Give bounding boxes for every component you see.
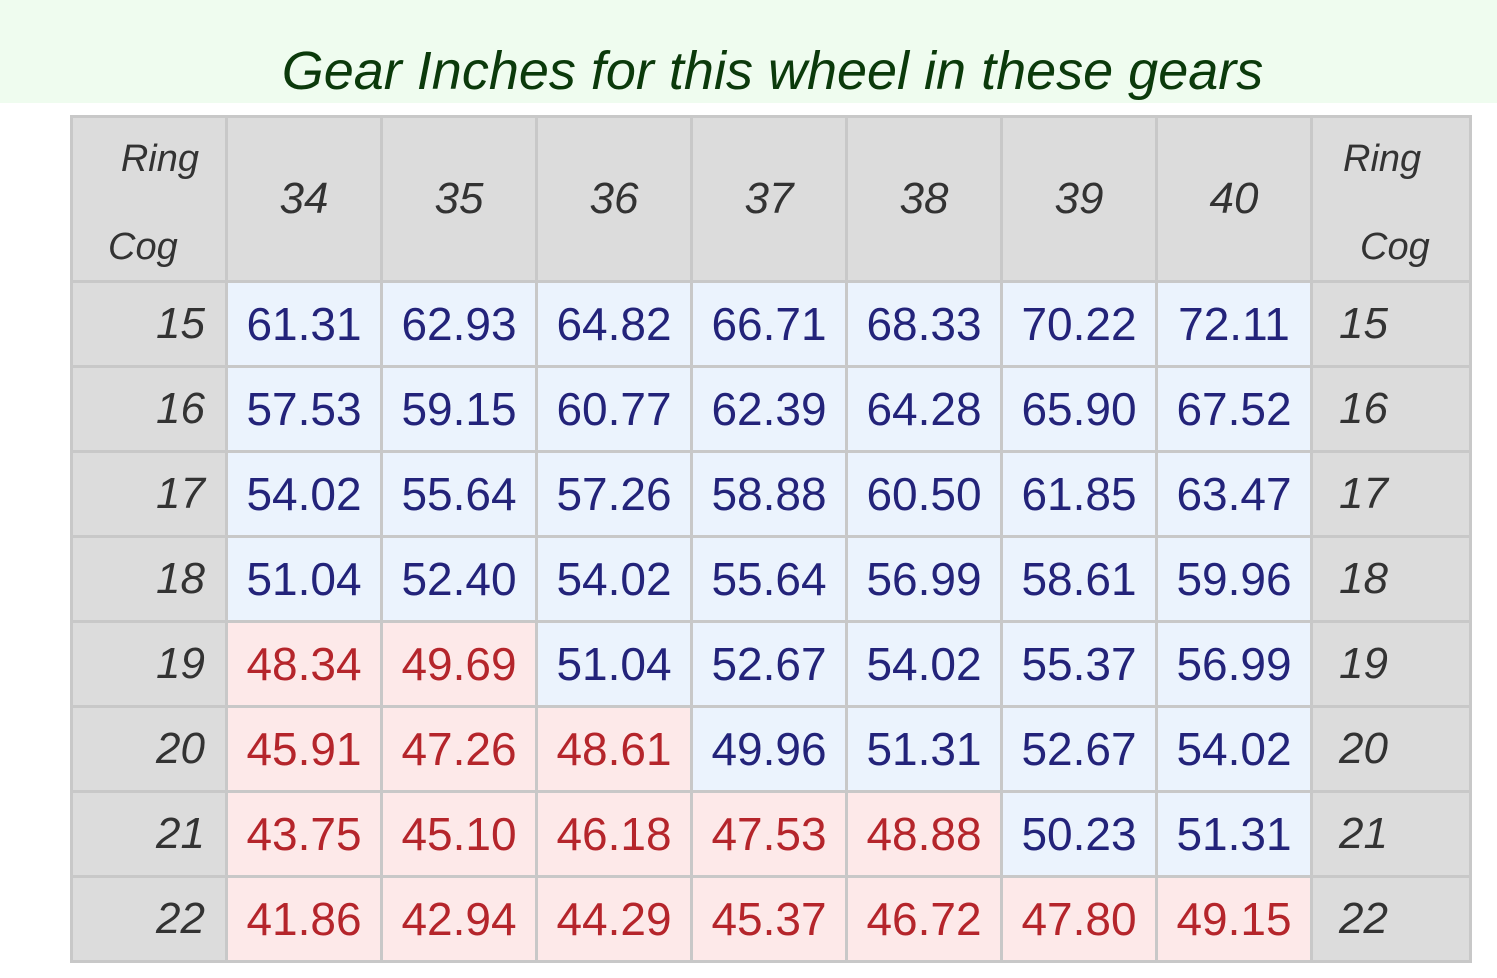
data-row: 16 57.53 59.15 60.77 62.39 64.28 65.90 67.52 16 <box>70 365 1472 453</box>
cog-label: 15 <box>1310 280 1472 368</box>
cog-label: 21 <box>70 790 228 878</box>
ring-header: 34 <box>225 115 383 283</box>
ring-header: 38 <box>845 115 1003 283</box>
gear-inches: 46.18 <box>535 790 693 878</box>
cog-label: 15 <box>70 280 228 368</box>
gear-inches: 72.11 <box>1155 280 1313 368</box>
gear-inches: 45.37 <box>690 875 848 963</box>
gear-inches: 57.53 <box>225 365 383 453</box>
header-band <box>0 0 1497 103</box>
cog-label: 19 <box>1310 620 1472 708</box>
gear-inches: 52.67 <box>1000 705 1158 793</box>
corner-cell: Ring Cog <box>70 115 228 283</box>
gear-inches: 51.31 <box>845 705 1003 793</box>
corner-cell: Ring Cog <box>1310 115 1472 283</box>
gear-inches: 46.72 <box>845 875 1003 963</box>
gear-inches: 61.31 <box>225 280 383 368</box>
gear-inches: 58.88 <box>690 450 848 538</box>
data-row: 19 48.34 49.69 51.04 52.67 54.02 55.37 56.99 19 <box>70 620 1472 708</box>
gear-inches: 52.67 <box>690 620 848 708</box>
gear-inches: 64.28 <box>845 365 1003 453</box>
gear-inches: 48.34 <box>225 620 383 708</box>
gear-inches: 55.64 <box>690 535 848 623</box>
gear-inches: 58.61 <box>1000 535 1158 623</box>
gear-inches: 54.02 <box>535 535 693 623</box>
cog-label: 20 <box>70 705 228 793</box>
gear-inches: 67.52 <box>1155 365 1313 453</box>
gear-inches: 54.02 <box>845 620 1003 708</box>
gear-inches: 51.31 <box>1155 790 1313 878</box>
gear-table: Ring Cog 34 35 36 37 38 39 40 Ring Cog 15 61.31 62.93… <box>70 115 1472 963</box>
gear-inches: 62.39 <box>690 365 848 453</box>
gear-inches: 70.22 <box>1000 280 1158 368</box>
gear-inches: 49.96 <box>690 705 848 793</box>
cog-label: 20 <box>1310 705 1472 793</box>
gear-inches: 42.94 <box>380 875 538 963</box>
cog-label: 22 <box>1310 875 1472 963</box>
gear-inches: 59.15 <box>380 365 538 453</box>
ring-header: 39 <box>1000 115 1158 283</box>
gear-inches: 45.10 <box>380 790 538 878</box>
corner-cog: Cog <box>108 226 178 268</box>
gear-inches: 51.04 <box>225 535 383 623</box>
gear-inches: 56.99 <box>1155 620 1313 708</box>
data-row: 22 41.86 42.94 44.29 45.37 46.72 47.80 49.15 22 <box>70 875 1472 963</box>
gear-inches: 48.61 <box>535 705 693 793</box>
ring-header: 36 <box>535 115 693 283</box>
gear-inches: 44.29 <box>535 875 693 963</box>
gear-inches: 48.88 <box>845 790 1003 878</box>
gear-inches: 52.40 <box>380 535 538 623</box>
gear-inches: 59.96 <box>1155 535 1313 623</box>
gear-inches: 47.53 <box>690 790 848 878</box>
gear-inches: 49.69 <box>380 620 538 708</box>
cog-label: 16 <box>1310 365 1472 453</box>
corner-cog: Cog <box>1360 226 1430 268</box>
gear-inches: 62.93 <box>380 280 538 368</box>
gear-inches: 54.02 <box>1155 705 1313 793</box>
cog-label: 17 <box>70 450 228 538</box>
gear-inches: 49.15 <box>1155 875 1313 963</box>
cog-label: 22 <box>70 875 228 963</box>
data-row: 18 51.04 52.40 54.02 55.64 56.99 58.61 59.96 18 <box>70 535 1472 623</box>
cog-label: 18 <box>70 535 228 623</box>
gear-inches: 43.75 <box>225 790 383 878</box>
gear-inches: 64.82 <box>535 280 693 368</box>
gear-inches: 68.33 <box>845 280 1003 368</box>
gear-inches: 60.50 <box>845 450 1003 538</box>
gear-inches: 47.80 <box>1000 875 1158 963</box>
gear-inches: 51.04 <box>535 620 693 708</box>
ring-header: 35 <box>380 115 538 283</box>
corner-ring: Ring <box>120 138 199 180</box>
cog-label: 16 <box>70 365 228 453</box>
corner-ring: Ring <box>1343 138 1422 180</box>
data-row: 20 45.91 47.26 48.61 49.96 51.31 52.67 54.02 20 <box>70 705 1472 793</box>
gear-inches: 60.77 <box>535 365 693 453</box>
gear-inches: 55.37 <box>1000 620 1158 708</box>
cog-label: 19 <box>70 620 228 708</box>
ring-header: 37 <box>690 115 848 283</box>
gear-inches: 56.99 <box>845 535 1003 623</box>
gear-inches: 54.02 <box>225 450 383 538</box>
cog-label: 18 <box>1310 535 1472 623</box>
data-row: 15 61.31 62.93 64.82 66.71 68.33 70.22 72.11 15 <box>70 280 1472 368</box>
header-row: Ring Cog 34 35 36 37 38 39 40 Ring Cog <box>70 115 1472 283</box>
data-row: 21 43.75 45.10 46.18 47.53 48.88 50.23 51.31 21 <box>70 790 1472 878</box>
title: Gear Inches for this wheel in these gear… <box>281 41 1264 101</box>
gear-inches: 45.91 <box>225 705 383 793</box>
gear-inches: 66.71 <box>690 280 848 368</box>
gear-inches: 63.47 <box>1155 450 1313 538</box>
data-row: 17 54.02 55.64 57.26 58.88 60.50 61.85 63.47 17 <box>70 450 1472 538</box>
gear-inches: 41.86 <box>225 875 383 963</box>
cog-label: 21 <box>1310 790 1472 878</box>
cog-label: 17 <box>1310 450 1472 538</box>
gear-inches: 57.26 <box>535 450 693 538</box>
gear-inches: 47.26 <box>380 705 538 793</box>
gear-inches: 55.64 <box>380 450 538 538</box>
ring-header: 40 <box>1155 115 1313 283</box>
gear-inches: 50.23 <box>1000 790 1158 878</box>
gear-inches: 61.85 <box>1000 450 1158 538</box>
gear-inches: 65.90 <box>1000 365 1158 453</box>
